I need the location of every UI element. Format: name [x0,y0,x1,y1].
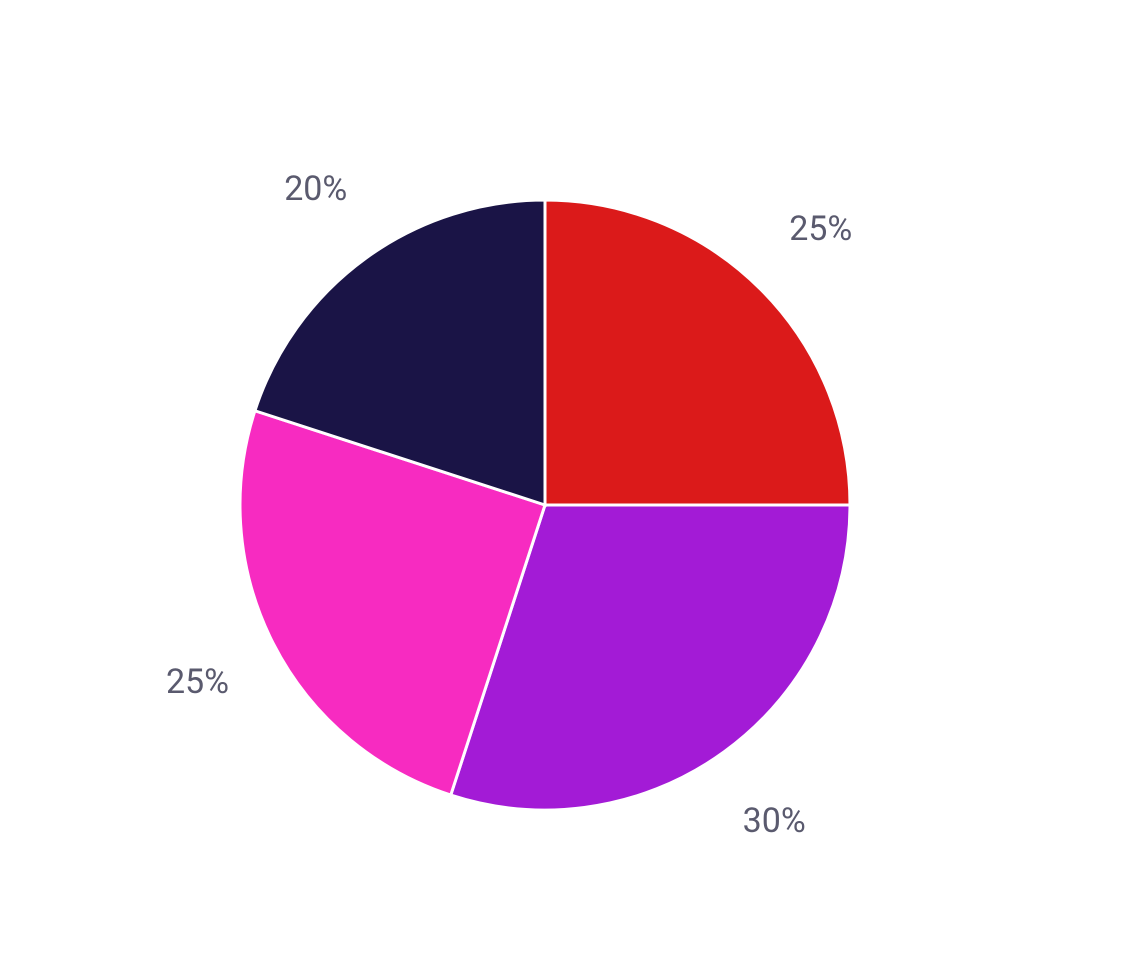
pie-slice-label-0: 25% [789,209,852,249]
pie-svg [0,0,1125,972]
pie-chart: 25% 30% 25% 20% [0,0,1125,972]
pie-slice-label-1: 30% [743,801,806,841]
pie-slice-label-2: 25% [166,662,229,702]
pie-slice-label-3: 20% [284,169,347,209]
